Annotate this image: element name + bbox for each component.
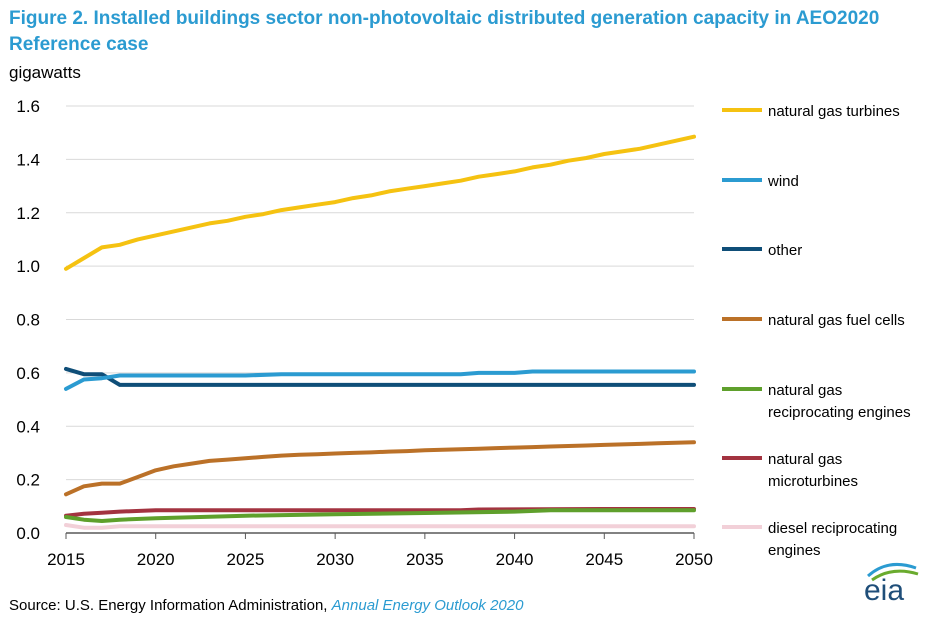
x-tick-label: 2040 [496,550,534,569]
y-tick-label: 1.6 [16,97,40,116]
series-line-natural-gas-turbines [64,134,696,271]
legend-label: other [768,242,802,259]
series-line-natural-gas-microturbines [64,507,696,518]
legend-label: diesel reciprocating [768,520,897,537]
legend-label: engines [768,542,821,559]
legend-label: natural gas fuel cells [768,312,905,329]
x-tick-label: 2045 [585,550,623,569]
legend-label: natural gas [768,451,842,468]
legend-label: wind [767,173,799,190]
x-tick-label: 2035 [406,550,444,569]
legend-label: reciprocating engines [768,404,911,421]
logo-arc-blue [866,562,917,578]
series-line-natural-gas-fuel-cells [64,440,696,497]
x-tick-label: 2025 [227,550,265,569]
eia-logo: eia [864,562,919,606]
series-line-wind [64,369,696,391]
series-line-other [64,366,696,387]
x-tick-label: 2050 [675,550,713,569]
x-tick-label: 2015 [47,550,85,569]
y-axis-unit-label: gigawatts [9,63,81,82]
y-tick-label: 0.4 [16,417,40,436]
y-tick-label: 1.4 [16,150,40,169]
y-tick-label: 0.6 [16,364,40,383]
y-tick-label: 0.2 [16,471,40,490]
logo-arc-green [871,569,919,582]
y-tick-label: 0.8 [16,311,40,330]
legend-label: natural gas [768,382,842,399]
logo-text: eia [864,574,904,606]
source-prefix: Source: U.S. Energy Information Administ… [9,597,332,614]
legend-label: natural gas turbines [768,103,900,120]
legend-label: microturbines [768,473,858,490]
chart-title: Figure 2. Installed buildings sector non… [9,8,880,55]
series-line-natural-gas-reciprocating-engines [64,508,696,523]
y-tick-label: 1.2 [16,204,40,223]
x-tick-label: 2030 [316,550,354,569]
y-tick-label: 1.0 [16,257,40,276]
series-line-diesel-reciprocating-engines [64,523,696,530]
source-title-link[interactable]: Annual Energy Outlook 2020 [331,597,524,614]
x-tick-label: 2020 [137,550,175,569]
source-note: Source: U.S. Energy Information Administ… [9,597,523,614]
y-tick-label: 0.0 [16,524,40,543]
